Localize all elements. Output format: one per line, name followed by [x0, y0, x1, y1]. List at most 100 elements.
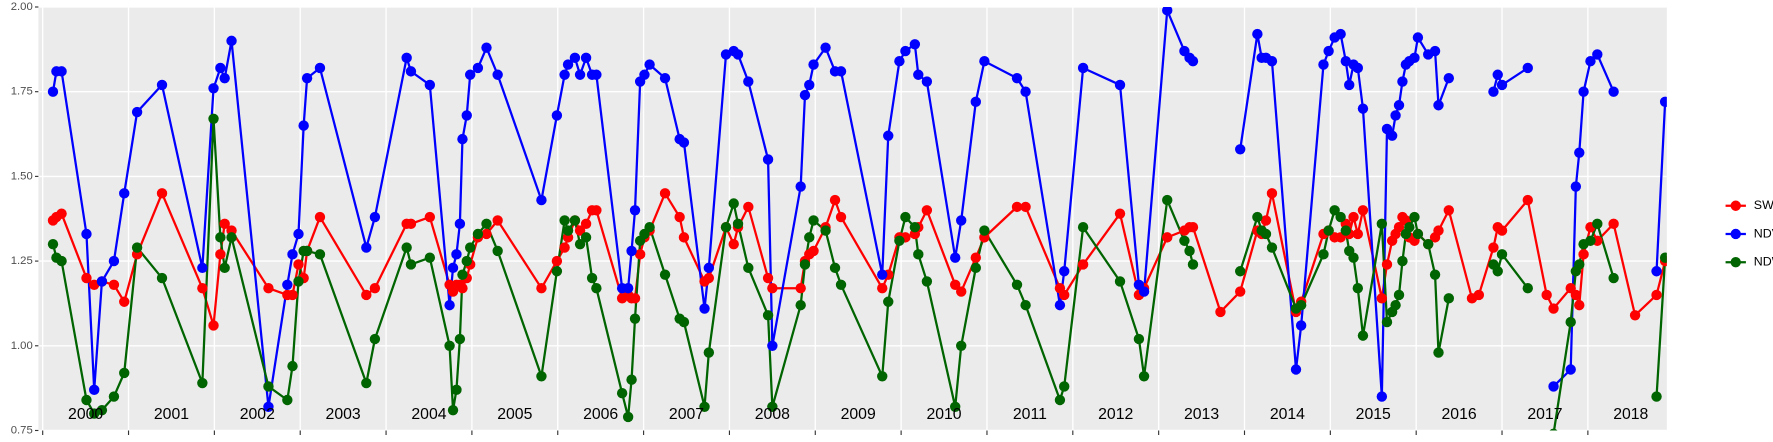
data-point	[424, 252, 436, 263]
year-label: 2018	[1613, 406, 1648, 423]
data-point	[293, 259, 304, 270]
data-point	[1397, 76, 1408, 87]
data-point	[559, 242, 570, 253]
data-point	[108, 391, 120, 402]
data-point	[1492, 266, 1503, 277]
data-point	[1260, 215, 1272, 226]
data-point	[215, 249, 226, 260]
data-point	[799, 89, 811, 101]
data-point	[424, 211, 436, 223]
data-point	[909, 39, 921, 50]
data-point	[492, 69, 503, 80]
y-tick-label: 1.50	[11, 170, 33, 182]
year-label: 2010	[926, 406, 961, 423]
data-point	[883, 296, 894, 307]
data-point	[1443, 72, 1454, 84]
year-label: 2011	[1013, 406, 1047, 423]
data-point	[1393, 222, 1405, 233]
data-point	[1429, 45, 1441, 57]
data-point	[835, 211, 847, 223]
data-point	[1252, 211, 1263, 223]
data-point	[1409, 211, 1420, 223]
data-point	[1266, 188, 1278, 199]
data-point	[580, 218, 592, 230]
data-point	[629, 313, 641, 324]
data-point	[1565, 364, 1576, 375]
data-point	[1295, 320, 1307, 331]
data-point	[401, 52, 412, 64]
data-point	[1011, 279, 1023, 291]
data-point	[1496, 79, 1508, 91]
data-point	[909, 222, 921, 233]
data-point	[1138, 371, 1150, 382]
data-point	[1578, 86, 1589, 97]
data-point	[447, 404, 459, 416]
data-point	[678, 232, 690, 243]
data-point	[401, 242, 412, 253]
data-point	[282, 279, 293, 291]
data-point	[1585, 235, 1596, 246]
data-point	[622, 411, 634, 423]
year-label: 2002	[240, 406, 275, 423]
data-point	[361, 242, 372, 253]
data-point	[762, 310, 774, 321]
data-point	[913, 69, 924, 80]
year-label: 2001	[154, 406, 189, 423]
data-point	[208, 320, 219, 331]
data-point	[1390, 110, 1401, 121]
data-point	[829, 194, 841, 206]
data-point	[1187, 222, 1199, 233]
data-point	[829, 262, 841, 274]
data-point	[900, 211, 911, 223]
data-point	[1335, 28, 1346, 40]
data-point	[461, 110, 472, 121]
data-point	[369, 333, 381, 345]
data-point	[626, 374, 637, 385]
data-point	[1184, 245, 1195, 257]
year-label: 2003	[326, 406, 361, 423]
data-point	[894, 235, 905, 246]
data-point	[900, 45, 911, 57]
data-point	[314, 62, 326, 74]
data-point	[591, 69, 602, 80]
data-point	[659, 188, 671, 199]
data-point	[197, 377, 208, 389]
data-point	[536, 194, 547, 206]
data-point	[1565, 316, 1576, 328]
data-point	[1335, 211, 1346, 223]
data-point	[1429, 269, 1441, 280]
data-point	[1077, 62, 1089, 74]
year-label: 2015	[1356, 406, 1391, 423]
data-point	[1340, 225, 1351, 236]
data-point	[699, 401, 710, 412]
data-point	[1412, 32, 1424, 43]
data-point	[119, 367, 130, 379]
data-point	[1357, 103, 1369, 114]
data-point	[970, 96, 982, 108]
data-point	[457, 133, 468, 145]
data-point	[1393, 100, 1405, 111]
data-point	[639, 69, 650, 80]
data-point	[405, 259, 417, 270]
data-point	[119, 296, 130, 307]
overlay: 0.75 1.00 1.25 1.50 1.75 2.00 2000 2001 2002 2003…	[11, 1, 1773, 436]
data-point	[454, 333, 466, 345]
data-point	[1138, 286, 1150, 297]
data-point	[674, 211, 685, 223]
data-point	[1659, 252, 1667, 263]
data-point	[226, 35, 237, 47]
data-point	[457, 282, 468, 294]
year-label: 2007	[669, 406, 704, 423]
data-point	[795, 282, 806, 294]
year-label: 2014	[1270, 406, 1305, 423]
data-point	[1352, 282, 1364, 294]
data-point	[219, 72, 230, 84]
data-point	[405, 66, 417, 77]
data-point	[1059, 381, 1070, 392]
data-point	[1235, 286, 1246, 297]
data-point	[1608, 218, 1619, 230]
data-point	[569, 215, 581, 226]
data-point	[678, 137, 690, 148]
data-point	[574, 238, 586, 250]
